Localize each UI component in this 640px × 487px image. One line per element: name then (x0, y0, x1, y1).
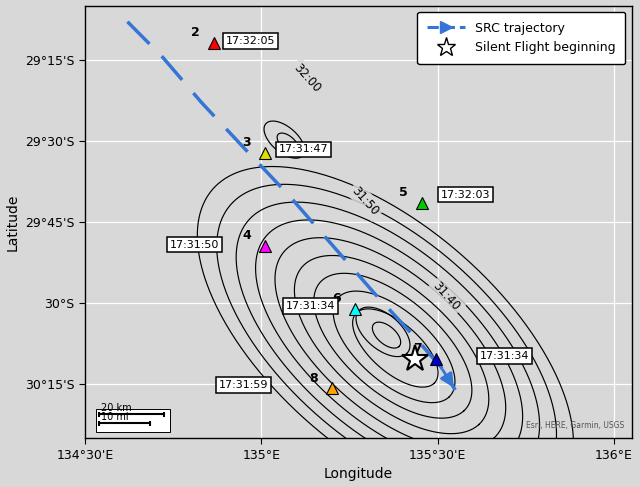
Text: 17:31:47: 17:31:47 (279, 144, 329, 154)
Text: 3: 3 (242, 136, 251, 149)
Text: 4: 4 (242, 229, 251, 243)
Text: 10 mi: 10 mi (101, 412, 129, 422)
Text: 17:32:03: 17:32:03 (441, 189, 491, 200)
Text: 17:31:34: 17:31:34 (480, 351, 529, 361)
Text: 17:31:59: 17:31:59 (219, 380, 269, 390)
Text: 5: 5 (399, 186, 408, 199)
Text: 17:31:50: 17:31:50 (170, 240, 219, 250)
Text: 8: 8 (309, 372, 318, 385)
FancyBboxPatch shape (96, 410, 170, 432)
Text: Esri, HERE, Garmin, USGS: Esri, HERE, Garmin, USGS (526, 421, 625, 431)
Text: 17:31:34: 17:31:34 (286, 301, 335, 311)
Text: 31:50: 31:50 (349, 184, 381, 218)
Legend: SRC trajectory, Silent Flight beginning: SRC trajectory, Silent Flight beginning (417, 12, 625, 64)
Text: 32:00: 32:00 (291, 61, 323, 95)
Text: 31:40: 31:40 (430, 280, 463, 313)
Text: 7: 7 (413, 342, 422, 356)
Text: 2: 2 (191, 26, 200, 39)
Text: 17:32:05: 17:32:05 (226, 36, 276, 46)
Y-axis label: Latitude: Latitude (6, 193, 20, 251)
Text: 20 km: 20 km (101, 403, 132, 412)
X-axis label: Longitude: Longitude (324, 468, 393, 482)
Text: 6: 6 (332, 292, 340, 305)
